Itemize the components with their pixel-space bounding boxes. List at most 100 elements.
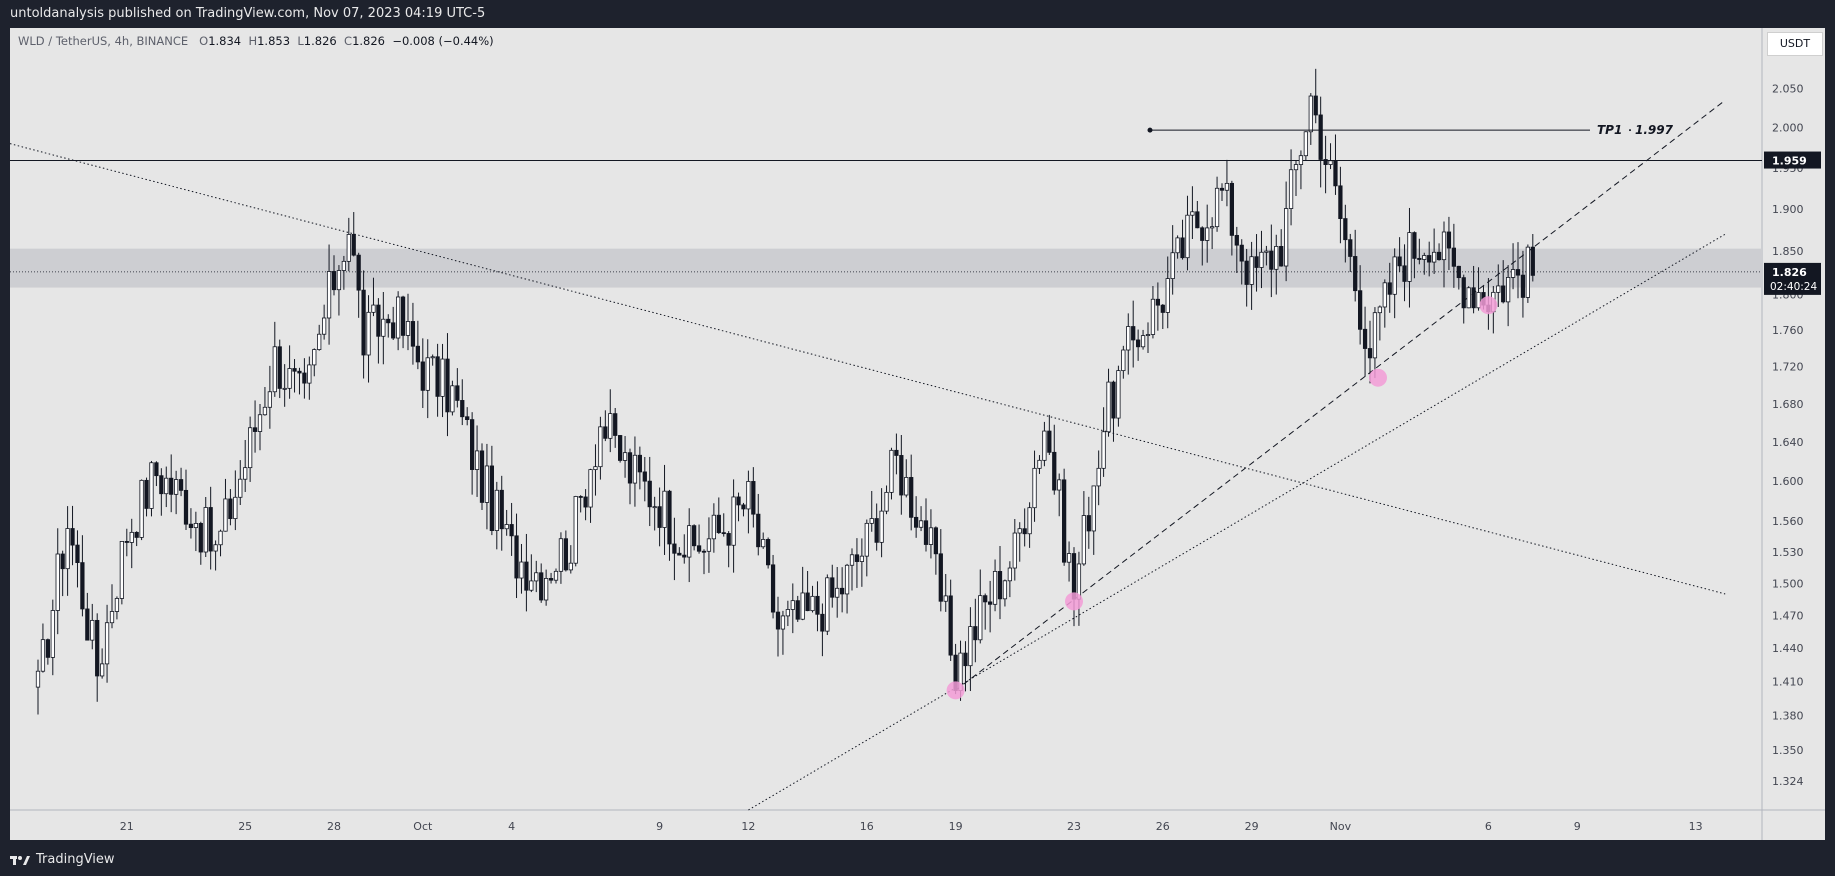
candle-body xyxy=(287,368,292,389)
candle-body xyxy=(539,572,544,601)
candle-body xyxy=(1372,312,1378,359)
candle-body xyxy=(716,514,721,534)
candle-body xyxy=(1136,339,1141,348)
candle-body xyxy=(909,477,914,518)
y-tick-label: 1.410 xyxy=(1772,675,1804,688)
candle-body xyxy=(889,449,894,493)
candle-body xyxy=(1165,278,1170,313)
candle-body xyxy=(1160,304,1165,313)
candle-body xyxy=(1200,227,1205,241)
candle-body xyxy=(884,491,889,512)
candle-body xyxy=(223,498,228,532)
candle-body xyxy=(1377,306,1382,314)
candle-body xyxy=(726,533,731,546)
candle-body xyxy=(455,385,460,401)
candle-body xyxy=(420,361,425,391)
candle-body xyxy=(1338,185,1343,219)
candle-body xyxy=(844,564,850,595)
candle-body xyxy=(213,544,218,552)
candle-body xyxy=(90,619,95,641)
x-tick-label: 16 xyxy=(860,820,874,833)
candle-body xyxy=(326,271,332,319)
candle-body xyxy=(928,527,934,545)
candle-body xyxy=(1515,269,1521,276)
candle-body xyxy=(1071,553,1077,600)
candle-body xyxy=(396,296,401,339)
candle-body xyxy=(1170,252,1175,280)
y-tick-label: 1.440 xyxy=(1772,642,1804,655)
candle-body xyxy=(460,400,465,418)
candle-body xyxy=(386,318,391,324)
candle-body xyxy=(1510,269,1516,278)
candle-body xyxy=(894,449,899,456)
candle-body xyxy=(1298,155,1304,165)
candle-body xyxy=(50,610,55,658)
candle-body xyxy=(696,545,702,552)
close-value: 1.826 xyxy=(352,34,385,48)
candle-body xyxy=(1205,227,1210,241)
candle-body xyxy=(988,601,993,605)
candle-body xyxy=(736,496,741,506)
candle-body xyxy=(322,317,327,335)
candle-body xyxy=(129,531,134,543)
candle-body xyxy=(682,554,687,558)
candle-body xyxy=(1422,255,1427,260)
candle-body xyxy=(997,571,1003,600)
pivot-low-marker xyxy=(1065,592,1083,611)
candle-body xyxy=(1254,256,1259,268)
candle-body xyxy=(109,611,115,624)
candle-body xyxy=(1052,451,1057,491)
candle-body xyxy=(608,413,613,439)
candle-body xyxy=(425,357,430,391)
y-tick-label: 1.500 xyxy=(1772,577,1804,590)
candle-body xyxy=(830,577,835,598)
candle-body xyxy=(104,622,110,665)
candle-body xyxy=(124,541,129,543)
candle-body xyxy=(1081,515,1086,565)
trendline-2 xyxy=(748,233,1726,811)
candle-body xyxy=(1062,479,1067,563)
candle-body xyxy=(632,454,638,484)
candle-body xyxy=(899,455,904,496)
candle-body xyxy=(1195,211,1200,229)
candle-body xyxy=(642,471,647,482)
candle-body xyxy=(613,413,618,436)
candle-body xyxy=(35,670,41,688)
candle-body xyxy=(1224,182,1230,191)
x-tick-label: 28 xyxy=(327,820,341,833)
candle-body xyxy=(1096,467,1101,487)
candle-body xyxy=(770,564,776,613)
candle-body xyxy=(563,538,568,571)
candle-body xyxy=(558,538,564,572)
candle-body xyxy=(238,478,243,498)
candle-body xyxy=(1446,231,1452,249)
candle-body xyxy=(983,595,988,603)
candle-body xyxy=(1219,187,1225,191)
candle-body xyxy=(652,506,657,509)
candle-body xyxy=(80,562,85,610)
candle-body xyxy=(1086,515,1091,532)
candle-body xyxy=(341,260,346,271)
candle-body xyxy=(933,527,938,555)
candle-body xyxy=(583,496,588,508)
currency-button[interactable]: USDT xyxy=(1767,32,1823,56)
x-tick-label: Oct xyxy=(413,820,433,833)
candle-body xyxy=(849,554,855,566)
candle-body xyxy=(134,531,139,538)
candle-body xyxy=(336,270,342,291)
candle-body xyxy=(489,465,494,531)
candle-body xyxy=(312,349,317,366)
open-value: 1.834 xyxy=(208,34,242,48)
current-price-text: 1.826 xyxy=(1772,266,1807,279)
candle-body xyxy=(331,271,337,291)
candle-body xyxy=(405,321,411,336)
candle-body xyxy=(262,406,268,416)
candle-body xyxy=(864,522,869,557)
target-label: TP1 xyxy=(1597,123,1622,137)
candle-body xyxy=(346,234,351,262)
tradingview-logo[interactable]: TradingView xyxy=(10,843,115,876)
candle-body xyxy=(780,615,786,630)
candle-body xyxy=(1244,260,1249,285)
